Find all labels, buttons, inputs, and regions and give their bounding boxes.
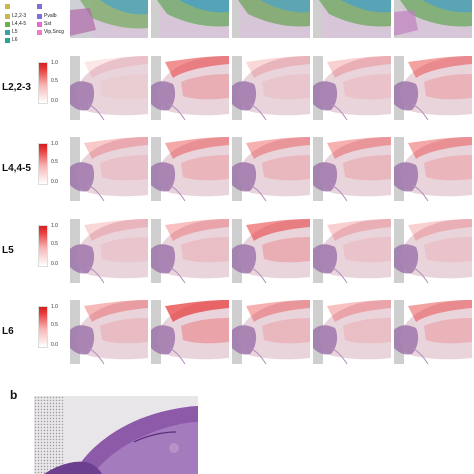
legend-swatch	[5, 4, 10, 9]
legend-item	[37, 4, 42, 9]
heatmap-panel	[313, 52, 391, 124]
legend-item: L2,2-3	[5, 13, 26, 19]
celltype-overlay-panel	[394, 0, 472, 38]
heatmap-panel	[151, 296, 229, 368]
tissue-heatmap-image	[151, 52, 229, 124]
colorbar-tick-label: 0.5	[51, 159, 58, 165]
legend-swatch	[37, 29, 42, 35]
legend-item	[5, 4, 10, 9]
panel-label-b: b	[10, 388, 18, 402]
colorbar	[38, 225, 48, 267]
celltype-overlay-panel	[70, 0, 148, 38]
legend-swatch	[5, 21, 10, 27]
celltype-overlay-image	[70, 0, 148, 38]
tissue-heatmap-image	[394, 215, 472, 287]
celltype-overlay-panel	[151, 0, 229, 38]
legend-swatch	[5, 13, 10, 19]
legend-label: L2,2-3	[12, 13, 27, 19]
legend-item: L4,4-5	[5, 21, 26, 27]
legend-swatch	[37, 21, 42, 27]
legend-label: Vip,Sncg	[44, 29, 64, 35]
heatmap-panel	[313, 133, 391, 205]
tissue-heatmap-image	[70, 215, 148, 287]
celltype-overlay-image	[232, 0, 310, 38]
legend-item: L5	[5, 29, 18, 35]
tissue-heatmap-image	[151, 215, 229, 287]
he-tissue-section	[34, 396, 198, 474]
heatmap-panel	[394, 215, 472, 287]
tissue-heatmap-image	[70, 296, 148, 368]
heatmap-panel	[394, 133, 472, 205]
celltype-overlay-panel	[232, 0, 310, 38]
colorbar	[38, 306, 48, 348]
celltype-overlay-panel	[313, 0, 391, 38]
heatmap-panel	[70, 215, 148, 287]
tissue-heatmap-image	[313, 215, 391, 287]
colorbar	[38, 143, 48, 185]
heatmap-panel	[232, 52, 310, 124]
celltype-overlay-image	[151, 0, 229, 38]
heatmap-panel	[313, 215, 391, 287]
heatmap-panel	[151, 215, 229, 287]
legend-swatch	[37, 13, 42, 19]
legend-item: Vip,Sncg	[37, 29, 64, 35]
legend-swatch	[37, 4, 42, 9]
legend-label: L5	[12, 29, 18, 35]
tissue-heatmap-image	[313, 133, 391, 205]
colorbar-tick-label: 0.5	[51, 322, 58, 328]
colorbar-tick-label: 0.0	[51, 179, 58, 185]
legend-swatch	[5, 29, 10, 35]
colorbar-tick-label: 0.5	[51, 241, 58, 247]
row-label: L4,4-5	[2, 163, 31, 174]
tissue-heatmap-image	[70, 52, 148, 124]
tissue-heatmap-image	[151, 133, 229, 205]
tissue-heatmap-image	[232, 296, 310, 368]
celltype-overlay-image	[313, 0, 391, 38]
heatmap-panel	[151, 133, 229, 205]
legend-item: Sst	[37, 21, 51, 27]
legend-label: L6	[12, 37, 18, 43]
heatmap-panel	[151, 52, 229, 124]
heatmap-panel	[232, 296, 310, 368]
colorbar-tick-label: 0.5	[51, 78, 58, 84]
tissue-heatmap-image	[394, 133, 472, 205]
colorbar-tick-label: 1.0	[51, 60, 58, 66]
tissue-heatmap-image	[232, 52, 310, 124]
colorbar-tick-label: 0.0	[51, 98, 58, 104]
colorbar-tick-label: 1.0	[51, 223, 58, 229]
row-label: L6	[2, 326, 14, 337]
tissue-heatmap-image	[394, 52, 472, 124]
heatmap-panel	[70, 52, 148, 124]
row-label: L2,2-3	[2, 82, 31, 93]
legend-item: L6	[5, 37, 18, 43]
tissue-heatmap-image	[232, 133, 310, 205]
tissue-heatmap-image	[313, 52, 391, 124]
legend-label: Pvalb	[44, 13, 57, 19]
legend-label: Sst	[44, 21, 52, 27]
heatmap-panel	[313, 296, 391, 368]
colorbar-tick-label: 0.0	[51, 261, 58, 267]
heatmap-panel	[394, 52, 472, 124]
celltype-overlay-image	[394, 0, 472, 38]
heatmap-panel	[70, 133, 148, 205]
colorbar-tick-label: 0.0	[51, 342, 58, 348]
he-stain-image	[34, 396, 198, 474]
tissue-heatmap-image	[151, 296, 229, 368]
heatmap-panel	[232, 215, 310, 287]
row-label: L5	[2, 245, 14, 256]
legend-label: L4,4-5	[12, 21, 27, 27]
colorbar-tick-label: 1.0	[51, 141, 58, 147]
legend-swatch	[5, 37, 10, 43]
tissue-heatmap-image	[394, 296, 472, 368]
tissue-heatmap-image	[232, 215, 310, 287]
tissue-heatmap-image	[70, 133, 148, 205]
tissue-heatmap-image	[313, 296, 391, 368]
heatmap-panel	[70, 296, 148, 368]
colorbar	[38, 62, 48, 104]
heatmap-panel	[232, 133, 310, 205]
heatmap-panel	[394, 296, 472, 368]
legend-item: Pvalb	[37, 13, 57, 19]
colorbar-tick-label: 1.0	[51, 304, 58, 310]
